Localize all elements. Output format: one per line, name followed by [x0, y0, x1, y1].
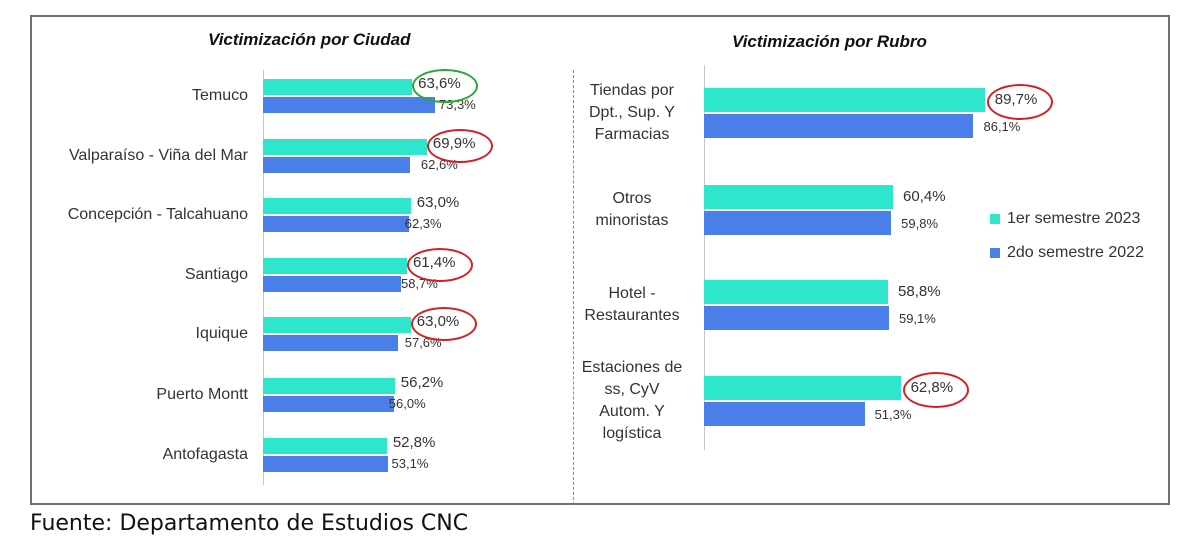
category-label-hotel-restaurantes: Hotel - Restaurantes	[570, 283, 694, 327]
highlight-circle-iquique	[410, 307, 477, 341]
bar-2023-santiago	[263, 258, 407, 274]
highlight-circle-santiago	[406, 248, 473, 282]
category-label-line: Otros	[612, 190, 652, 207]
bar-2022-iquique	[263, 335, 399, 351]
category-label-iquique: Iquique	[195, 325, 249, 342]
value-label-2023-concepcion-talcahuano: 63,0%	[416, 194, 460, 211]
bar-2023-iquique	[263, 317, 411, 333]
value-label-2022-puerto-montt: 56,0%	[388, 396, 426, 411]
bar-2022-temuco	[263, 97, 435, 113]
bar-2022-antofagasta	[263, 456, 388, 472]
category-label-line: Autom. Y	[599, 403, 665, 420]
category-label-line: logística	[602, 425, 662, 442]
category-label-line: ss, CyV	[604, 381, 660, 398]
highlight-circle-valparaiso-vina-del-mar	[426, 129, 493, 163]
bar-2022-hotel-restaurantes	[704, 306, 889, 330]
value-label-2023-otros-minoristas: 60,4%	[903, 188, 946, 205]
category-label-antofagasta: Antofagasta	[162, 446, 248, 463]
value-label-2022-tiendas-por-dpt-sup-y-farmacias: 86,1%	[983, 119, 1021, 134]
bar-2022-valparaiso-vina-del-mar	[263, 157, 410, 173]
value-label-2022-antofagasta: 53,1%	[391, 456, 429, 471]
bar-2023-antofagasta	[263, 438, 387, 454]
category-label-line: Estaciones de	[581, 359, 683, 376]
legend-item-2023: 1er semestre 2023	[990, 202, 1144, 236]
bar-2023-otros-minoristas	[704, 185, 894, 209]
value-label-2023-hotel-restaurantes: 58,8%	[898, 283, 941, 300]
category-label-santiago: Santiago	[184, 266, 248, 283]
category-label-line: Hotel -	[608, 285, 656, 302]
value-label-2022-estaciones-de-ss-cyv-autom-y-logistica: 51,3%	[874, 407, 912, 422]
bar-2023-estaciones-de-ss-cyv-autom-y-logistica	[704, 376, 901, 400]
bar-2022-estaciones-de-ss-cyv-autom-y-logistica	[704, 402, 865, 426]
bar-2022-puerto-montt	[263, 396, 395, 412]
legend: 1er semestre 2023 2do semestre 2022	[990, 202, 1144, 270]
bar-2022-otros-minoristas	[704, 211, 892, 235]
category-label-estaciones-de-ss-cyv-autom-y-logistica: Estaciones de ss, CyV Autom. Y logística	[570, 357, 694, 445]
bar-2023-valparaiso-vina-del-mar	[263, 139, 427, 155]
source-note: Fuente: Departamento de Estudios CNC	[30, 511, 469, 536]
bar-2023-puerto-montt	[263, 378, 395, 394]
bar-2023-temuco	[263, 79, 413, 95]
chart-frame	[30, 15, 1170, 505]
bar-2022-tiendas-por-dpt-sup-y-farmacias	[704, 114, 974, 138]
legend-item-2022: 2do semestre 2022	[990, 236, 1144, 270]
sector-chart-axis	[704, 65, 705, 450]
highlight-circle-estaciones-de-ss-cyv-autom-y-logistica	[902, 372, 969, 408]
category-label-line: Tiendas por	[590, 82, 674, 99]
category-label-concepcion-talcahuano: Concepción - Talcahuano	[67, 206, 248, 223]
value-label-2023-antofagasta: 52,8%	[392, 434, 436, 451]
bar-2022-concepcion-talcahuano	[263, 216, 410, 232]
bar-2022-santiago	[263, 276, 401, 292]
value-label-2022-concepcion-talcahuano: 62,3%	[404, 216, 442, 231]
legend-swatch-2023	[990, 214, 1000, 224]
category-label-puerto-montt: Puerto Montt	[156, 386, 248, 403]
value-label-2022-hotel-restaurantes: 59,1%	[898, 311, 936, 326]
bar-2023-hotel-restaurantes	[704, 280, 889, 304]
category-label-otros-minoristas: Otros minoristas	[570, 188, 694, 232]
bar-2023-tiendas-por-dpt-sup-y-farmacias	[704, 88, 985, 112]
category-label-line: Dpt., Sup. Y	[589, 104, 675, 121]
value-label-2023-puerto-montt: 56,2%	[400, 374, 444, 391]
category-label-temuco: Temuco	[191, 87, 248, 104]
chart-divider	[573, 70, 574, 505]
legend-swatch-2022	[990, 248, 1000, 258]
bar-2023-concepcion-talcahuano	[263, 198, 411, 214]
category-label-line: Farmacias	[594, 126, 670, 143]
legend-label-2022: 2do semestre 2022	[1007, 244, 1144, 261]
highlight-circle-tiendas-por-dpt-sup-y-farmacias	[986, 84, 1053, 120]
category-label-tiendas-por-dpt-sup-y-farmacias: Tiendas por Dpt., Sup. Y Farmacias	[570, 80, 694, 146]
category-label-valparaiso-vina-del-mar: Valparaíso - Viña del Mar	[68, 147, 248, 164]
category-label-line: minoristas	[595, 212, 669, 229]
category-label-line: Restaurantes	[584, 307, 680, 324]
sector-chart-title: Victimización por Rubro	[732, 32, 927, 51]
legend-label-2023: 1er semestre 2023	[1007, 210, 1141, 227]
city-chart-title: Victimización por Ciudad	[208, 30, 411, 49]
highlight-circle-temuco	[412, 69, 479, 103]
value-label-2022-otros-minoristas: 59,8%	[901, 216, 939, 231]
